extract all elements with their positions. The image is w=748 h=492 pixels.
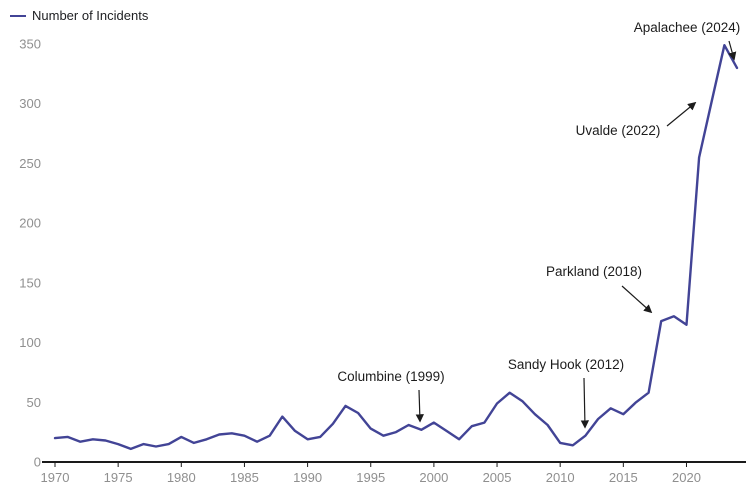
annotation-arrow-apalachee-2024 [728, 40, 737, 61]
x-tick-label-2005: 2005 [483, 470, 512, 485]
y-tick-label-150: 150 [19, 275, 41, 290]
legend-label: Number of Incidents [32, 8, 149, 23]
annotation-label-uvalde-2022: Uvalde (2022) [576, 123, 661, 138]
x-tick-label-2000: 2000 [419, 470, 448, 485]
x-tick-label-1995: 1995 [356, 470, 385, 485]
annotation-label-columbine-1999: Columbine (1999) [337, 369, 444, 384]
annotation-arrow-uvalde-2022 [666, 101, 697, 127]
y-tick-label-100: 100 [19, 335, 41, 350]
x-tick-label-1980: 1980 [167, 470, 196, 485]
x-tick-label-2020: 2020 [672, 470, 701, 485]
y-tick-label-0: 0 [34, 455, 41, 470]
x-tick-label-2010: 2010 [546, 470, 575, 485]
legend-line-swatch [10, 14, 26, 17]
annotation-label-apalachee-2024: Apalachee (2024) [634, 20, 741, 35]
legend: Number of Incidents [10, 8, 148, 23]
x-tick-label-1970: 1970 [41, 470, 70, 485]
annotation-label-sandy-hook-2012: Sandy Hook (2012) [508, 357, 624, 372]
y-tick-label-50: 50 [27, 395, 41, 410]
x-tick-label-2015: 2015 [609, 470, 638, 485]
x-tick-label-1975: 1975 [104, 470, 133, 485]
annotation-arrow-parkland-2018 [621, 285, 653, 314]
y-tick-label-350: 350 [19, 37, 41, 52]
y-tick-label-200: 200 [19, 216, 41, 231]
y-tick-label-250: 250 [19, 156, 41, 171]
x-tick-label-1990: 1990 [293, 470, 322, 485]
x-tick-label-1985: 1985 [230, 470, 259, 485]
incidents-line [53, 44, 739, 451]
y-tick-label-300: 300 [19, 96, 41, 111]
annotation-arrow-columbine-1999 [415, 389, 424, 423]
annotation-label-parkland-2018: Parkland (2018) [546, 264, 642, 279]
annotation-arrow-sandy-hook-2012 [580, 377, 590, 429]
